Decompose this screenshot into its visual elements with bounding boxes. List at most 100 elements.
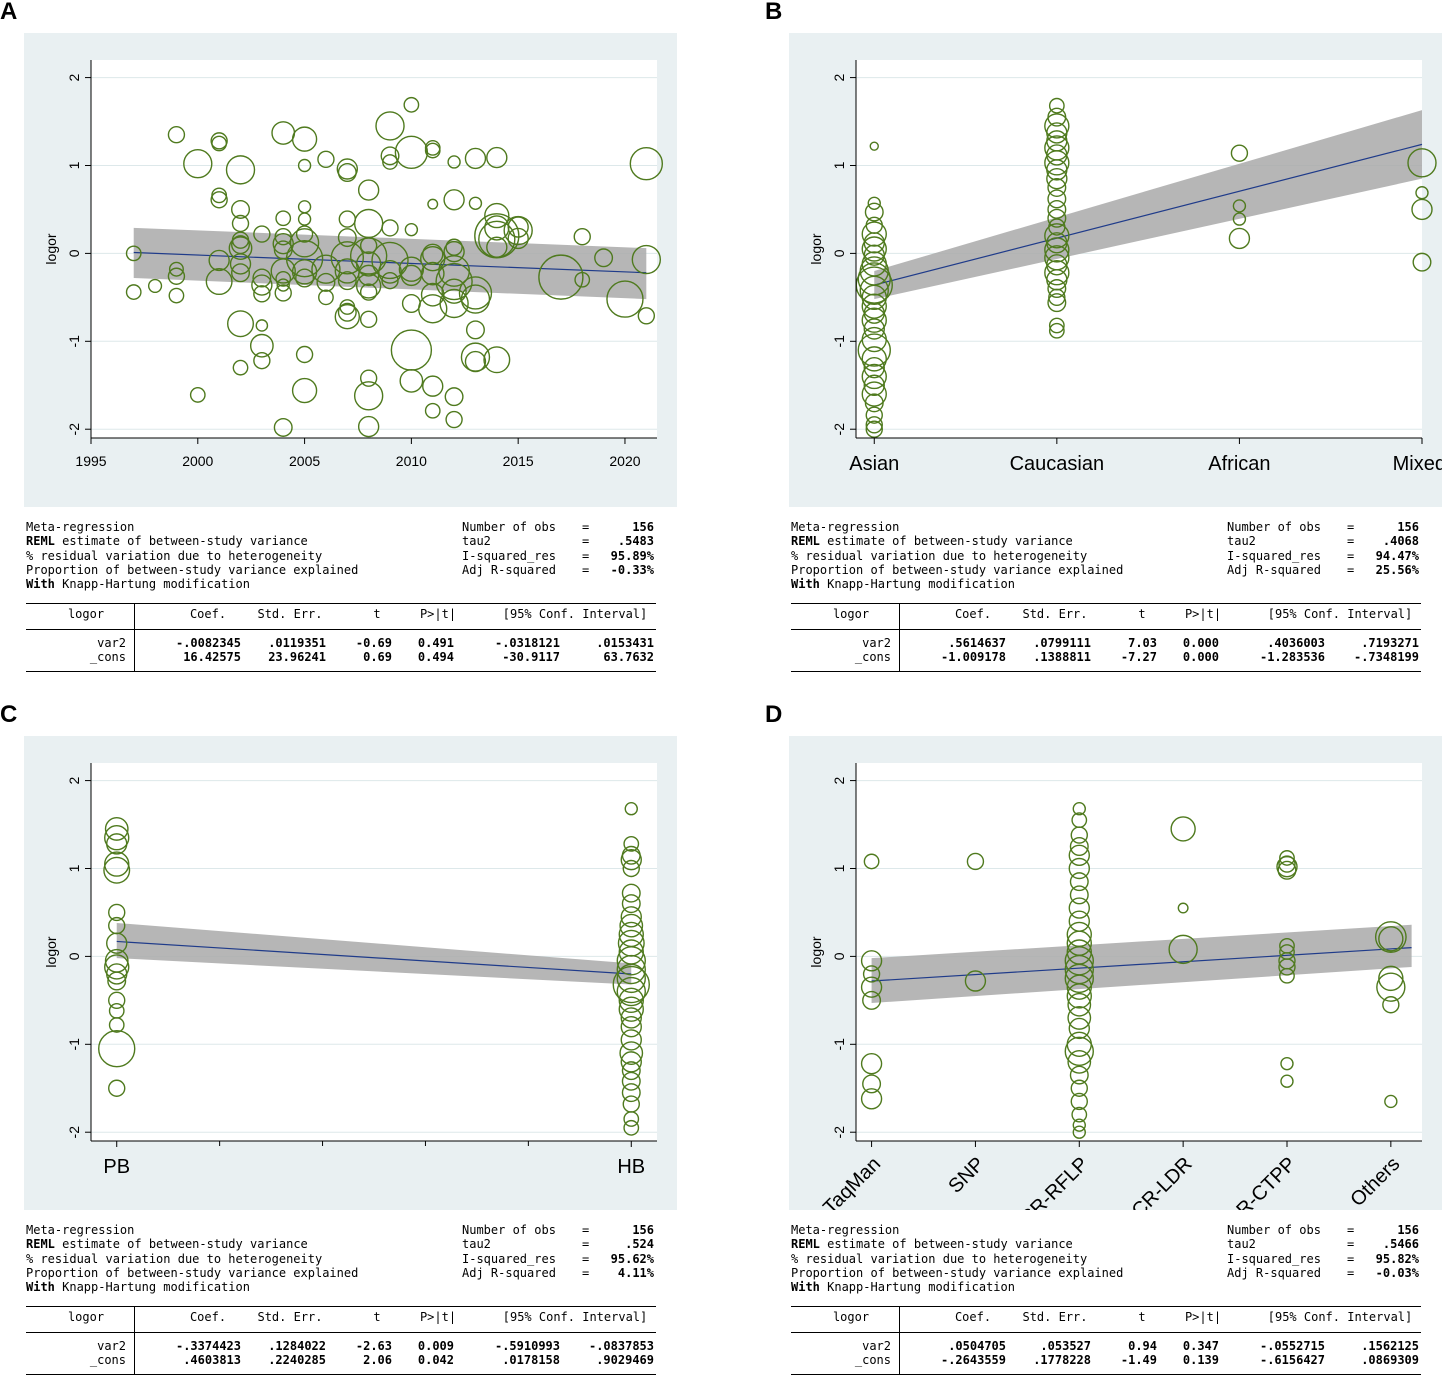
table-cell: .7193271 [1361,636,1419,650]
stats-row: Meta-regression Number of obs = 156 [26,520,656,534]
table-cell: .0153431 [596,636,654,650]
data-point [255,319,269,332]
stats-key: tau2 [1227,1237,1256,1252]
data-point [1376,972,1406,1002]
stats-equals: = [1347,520,1355,534]
stats-row: % residual variation due to heterogeneit… [791,549,1421,563]
data-point [622,859,640,878]
table-rule-top [791,1306,1421,1307]
fit-line [874,143,1423,286]
data-point [443,189,465,211]
stats-label: With Knapp-Hartung modification [791,577,1015,591]
y-tick-label: -1 [831,335,847,348]
stats-label: Proportion of between-study variance exp… [791,1265,1124,1280]
y-tick-label: -1 [66,1038,82,1051]
data-point [337,302,357,322]
data-point [618,996,644,1022]
stats-key: I-squared_res [462,1251,556,1266]
table-cell: -0.69 [355,636,392,650]
fit-line [871,947,1412,982]
stats-label: Proportion of between-study variance exp… [26,562,359,577]
data-point [398,256,425,282]
data-point [468,196,483,210]
data-point [863,853,880,870]
data-point [355,251,382,277]
data-point [620,848,642,871]
table-cell: .2240285 [268,1353,326,1367]
stats-label-text: estimate of between-study variance [819,534,1073,549]
data-point [619,913,644,938]
data-point [616,976,646,1007]
data-point [210,132,228,150]
stats-label-text: estimate of between-study variance [819,1237,1073,1252]
stats-label: REML estimate of between-study variance [791,1237,1073,1251]
table-cell: -.0837853 [588,1339,654,1353]
table-header-cell: P>|t| [419,607,457,621]
data-point [295,268,315,288]
data-point [444,387,464,407]
stats-equals: = [1347,1237,1355,1252]
data-point [227,310,255,338]
data-point [1170,816,1196,842]
table-header-cell: Std. Err. [1022,1310,1088,1324]
y-tick-label: 1 [831,161,847,169]
data-point [316,272,336,292]
y-tick-label: -2 [831,423,847,436]
table-cell: -.7348199 [1353,650,1419,664]
stats-label: Meta-regression [26,520,135,534]
data-point [1068,857,1090,880]
data-point [1069,872,1089,892]
stats-row: % residual variation due to heterogeneit… [26,549,656,563]
stats-row: Meta-regression Number of obs = 156 [791,1223,1421,1237]
data-point [380,146,400,166]
data-point [465,320,485,340]
stats-value: .5483 [617,534,654,549]
data-point [229,253,252,275]
data-point [1048,322,1065,339]
stats-value: 156 [632,1223,654,1237]
data-point [295,225,314,243]
data-point [189,387,206,403]
stats-key: Adj R-squared [1227,1265,1321,1280]
data-point [422,375,444,397]
data-point [231,214,250,233]
table-cell: .0869309 [1361,1353,1419,1367]
data-point [483,346,511,374]
table-cell: -1.009178 [940,650,1006,664]
data-point [1071,1106,1088,1123]
table-rule-bottom [791,1374,1421,1375]
stats-row: Proportion of between-study variance exp… [791,563,1421,577]
x-tick-label: 2010 [396,453,427,469]
panel-a: A -2 -1 0 1 2 logor 1995 2000 2005 2010 2015 2020 M… [0,0,700,690]
stats-label: % residual variation due to heterogeneit… [26,548,323,563]
data-point [637,307,656,325]
data-point [291,259,318,285]
data-point [359,283,378,301]
stats-row: Proportion of between-study variance exp… [26,1266,656,1280]
x-tick-label: HB [617,1156,645,1178]
stats-label: Proportion of between-study variance exp… [26,1265,359,1280]
table-header-cell: [95% Conf. Interval] [502,607,648,621]
data-point [382,154,398,170]
stats-label: REML estimate of between-study variance [26,534,308,548]
stats-label: % residual variation due to heterogeneit… [791,548,1088,563]
data-point [418,294,448,324]
stats-row: % residual variation due to heterogeneit… [791,1252,1421,1266]
data-point [863,244,885,266]
table-header-cell: P>|t| [1184,1310,1222,1324]
table-cell: .0119351 [268,636,326,650]
stats-label: With Knapp-Hartung modification [26,1280,250,1294]
table-cell: -.0552715 [1259,1339,1325,1353]
table-header-cell: P>|t| [419,1310,457,1324]
data-point [616,963,646,994]
panel-letter: A [0,0,18,25]
data-point [359,310,378,329]
data-point [1070,1092,1088,1111]
stats-block: Meta-regression Number of obs = 156 REML est… [791,1223,1421,1294]
stats-value: -0.03% [1375,1265,1419,1280]
stats-key: I-squared_res [462,548,556,563]
data-point [1378,926,1404,952]
data-point [458,276,493,310]
stats-equals: = [582,562,590,577]
stats-equals: = [582,534,590,549]
